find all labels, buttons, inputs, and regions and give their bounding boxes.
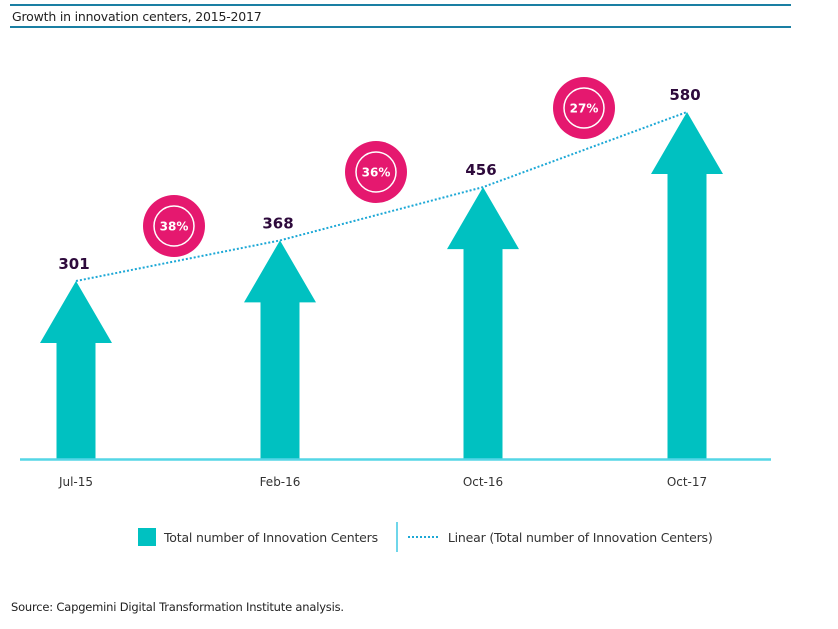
chart-title: Growth in innovation centers, 2015-2017 xyxy=(12,9,262,24)
growth-label: 36% xyxy=(362,166,391,180)
arrow-bar-jul-15 xyxy=(40,281,112,459)
growth-label: 27% xyxy=(570,102,599,116)
legend: Total number of Innovation Centers Linea… xyxy=(138,522,713,552)
legend-separator xyxy=(395,522,398,552)
growth-bubble: 36% xyxy=(345,141,407,203)
bubble-circle xyxy=(345,141,407,203)
bubble-circle xyxy=(143,195,205,257)
dotted-line-swatch-icon xyxy=(407,536,438,538)
x-tick-label: Jul-15 xyxy=(58,475,93,489)
growth-bubble: 27% xyxy=(553,77,615,139)
trendline xyxy=(75,111,688,282)
bubble-ring xyxy=(153,205,195,247)
teal-square-swatch-icon xyxy=(138,528,156,546)
legend-label-trendline: Linear (Total number of Innovation Cente… xyxy=(447,529,713,545)
x-tick-label: Feb-16 xyxy=(260,475,301,489)
arrow-bar-feb-16 xyxy=(244,240,316,459)
bubble-circle xyxy=(553,77,615,139)
growth-label: 38% xyxy=(160,220,189,234)
data-label: 368 xyxy=(262,214,293,232)
legend-label-series: Total number of Innovation Centers xyxy=(164,529,378,545)
data-label: 580 xyxy=(669,86,700,104)
data-label: 456 xyxy=(465,161,496,179)
arrow-bar-oct-16 xyxy=(447,187,519,459)
bubble-ring xyxy=(355,151,397,193)
arrow-bar-oct-17 xyxy=(651,112,723,459)
title-bottom-rule xyxy=(10,26,791,28)
x-tick-label: Oct-17 xyxy=(667,475,707,489)
data-label: 301 xyxy=(58,255,89,273)
growth-bubble: 38% xyxy=(143,195,205,257)
x-tick-label: Oct-16 xyxy=(463,475,503,489)
chart-area: 38% 36% 27% 301 368 456 580 Jul-15 Feb-16 Oct-1… xyxy=(20,77,771,489)
title-top-rule xyxy=(10,4,791,6)
bubble-ring xyxy=(563,87,605,129)
source-note: Source: Capgemini Digital Transformation… xyxy=(11,600,344,614)
